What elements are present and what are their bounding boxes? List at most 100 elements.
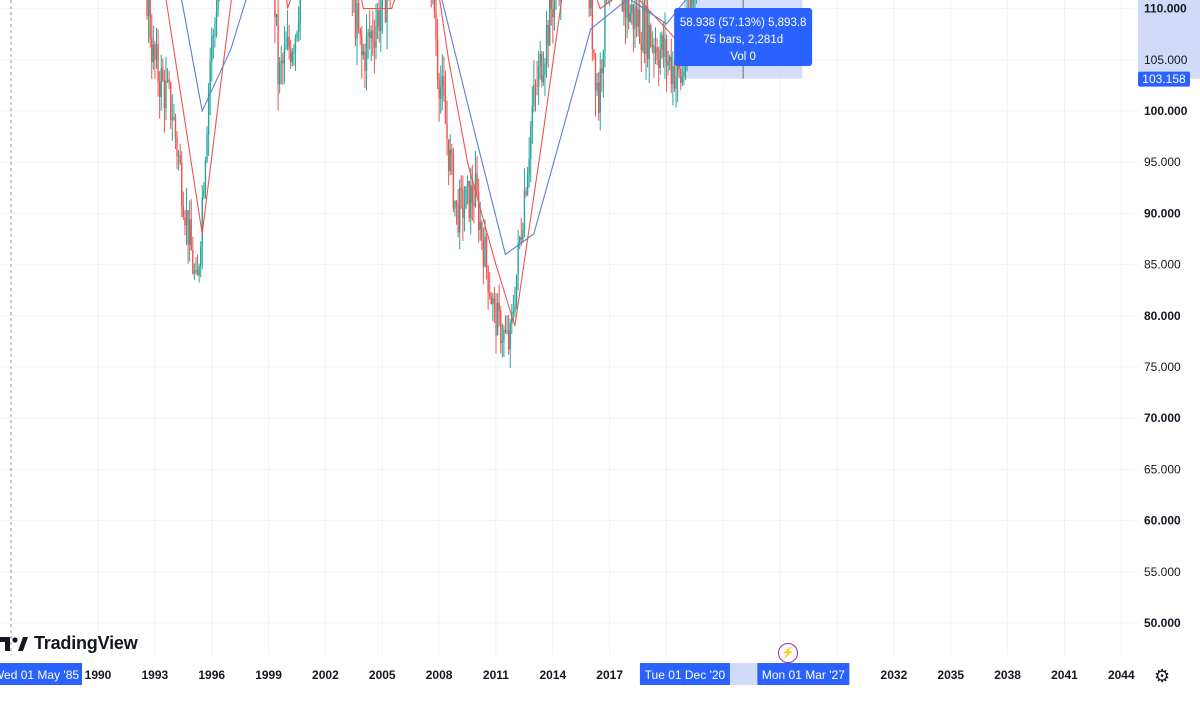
lightning-icon[interactable]: ⚡	[778, 643, 798, 663]
moving-averages	[165, 0, 692, 327]
candle-body	[654, 47, 657, 53]
candle-body	[275, 14, 278, 18]
candle-body	[471, 185, 474, 204]
candle-body	[479, 221, 481, 231]
gear-icon[interactable]: ⚙	[1154, 666, 1171, 686]
candle-body	[195, 269, 197, 272]
candle-body	[621, 0, 624, 12]
candle-body	[669, 56, 671, 62]
candle-body	[523, 191, 526, 231]
candle-body	[665, 38, 668, 66]
candle-body	[454, 200, 456, 209]
candle-body	[286, 37, 289, 48]
candle-body	[637, 9, 639, 27]
candle-body	[452, 153, 455, 209]
crosshair-date-label	[0, 663, 82, 685]
y-tick-label: 85.000	[1144, 258, 1181, 272]
candle-body	[550, 0, 552, 10]
candle-body	[545, 24, 548, 64]
candle-body	[656, 47, 658, 60]
candle-body	[209, 61, 211, 92]
candle-body	[597, 82, 600, 113]
candle-body	[522, 230, 524, 240]
candle-body	[447, 139, 450, 171]
candle-body	[375, 26, 377, 48]
candle-body	[359, 28, 361, 36]
candle-body	[512, 312, 515, 314]
candle-body	[683, 71, 685, 76]
candle-body	[152, 44, 155, 63]
candle-body	[470, 185, 472, 219]
x-tick-label: 1996	[198, 668, 225, 682]
candle-body	[200, 247, 202, 267]
candle-body	[151, 38, 153, 63]
candle-body	[193, 271, 196, 274]
x-tick-label: 2032	[881, 668, 908, 682]
candle-body	[171, 119, 173, 121]
candle-body	[293, 51, 295, 53]
candle-body	[482, 240, 485, 267]
grid	[0, 0, 1138, 655]
candle-body	[367, 32, 369, 36]
y-tick-label: 65.000	[1144, 462, 1181, 476]
candle-body	[182, 206, 185, 218]
candle-body	[651, 45, 654, 47]
x-tick-label: 1990	[85, 668, 112, 682]
candle-body	[188, 219, 191, 245]
candle-body	[381, 0, 384, 11]
candle-body	[290, 49, 292, 63]
candle-body	[599, 68, 601, 113]
candle-body	[294, 37, 297, 52]
candle-body	[280, 60, 282, 63]
candle-body	[520, 237, 522, 240]
x-tick-label: 2038	[994, 668, 1021, 682]
tradingview-logo-icon	[0, 636, 28, 651]
candle-body	[212, 35, 215, 38]
candle-body	[370, 30, 372, 39]
candle-body	[493, 298, 496, 304]
candles	[146, 0, 698, 368]
candle-body	[372, 30, 374, 42]
candle-body	[154, 44, 156, 60]
candle-body	[667, 61, 669, 66]
lower-price-badge-text: 103.158	[1142, 72, 1186, 86]
x-tick-label: 2008	[426, 668, 453, 682]
candle-body	[165, 80, 167, 109]
candle-body	[632, 4, 635, 29]
crosshair-date-label-text: Wed 01 May '85	[0, 668, 79, 682]
candle-body	[455, 200, 458, 205]
candle-body	[433, 0, 436, 12]
candle-body	[463, 208, 466, 219]
candle-body	[646, 5, 649, 59]
candle-body	[149, 0, 151, 39]
time-axis[interactable]: 1990 1993 1996 1999 2002 2005 2008 2011 2014 2017…	[0, 663, 1135, 685]
candle-body	[449, 149, 451, 171]
y-tick-label: 80.000	[1144, 309, 1181, 323]
candle-body	[376, 10, 379, 27]
candle-body	[549, 0, 551, 46]
candle-body	[378, 10, 380, 32]
y-tick-label: 75.000	[1144, 360, 1181, 374]
candle-body	[676, 59, 679, 77]
candle-body	[160, 68, 162, 97]
price-badges: USDJPY162.09618:47:05156.570148.180103.1…	[1138, 71, 1190, 87]
candle-body	[530, 125, 532, 159]
candle-body	[185, 209, 188, 226]
candle-body	[451, 149, 453, 154]
candle-body	[624, 0, 627, 18]
candle-body	[157, 43, 159, 82]
candle-body	[438, 79, 440, 99]
candle-body	[354, 0, 357, 39]
candle-body	[299, 0, 301, 24]
y-tick-label: 70.000	[1144, 411, 1181, 425]
candle-body	[515, 274, 518, 306]
candle-body	[365, 35, 368, 71]
candle-body	[514, 305, 516, 313]
range-end-label-text: Mon 01 Mar '27	[762, 668, 845, 682]
price-axis[interactable]: 50.000 55.000 60.000 65.000 70.000 75.000 80.0…	[1138, 0, 1200, 630]
candle-body	[691, 3, 693, 8]
candle-body	[288, 37, 290, 50]
candle-body	[386, 0, 388, 23]
